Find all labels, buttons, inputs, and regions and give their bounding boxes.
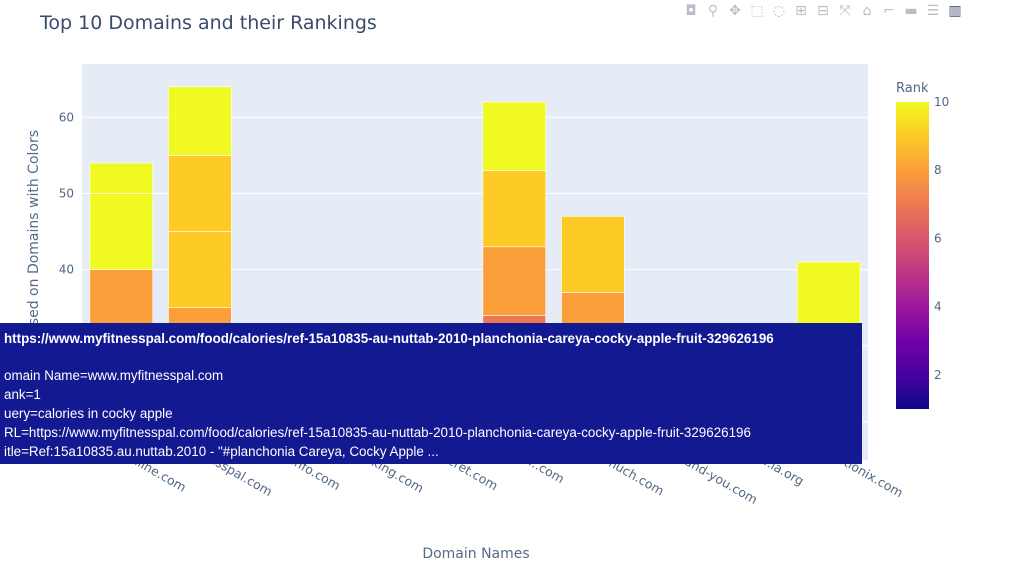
chart-title: Top 10 Domains and their Rankings (40, 12, 377, 34)
hover-tooltip: https://www.myfitnesspal.com/food/calori… (0, 323, 862, 464)
bar-segment[interactable] (89, 193, 154, 270)
bar-segment[interactable] (482, 101, 547, 171)
tooltip-line: ank=1 (4, 387, 41, 402)
colorbar (896, 102, 929, 409)
bar-segment[interactable] (561, 216, 625, 293)
tooltip-line: omain Name=www.myfitnesspal.com (4, 368, 224, 383)
box-select-icon[interactable]: ⬚ (750, 3, 764, 19)
colorbar-tick-label: 8 (934, 163, 942, 177)
spike-lines-icon[interactable]: ⌐ (883, 3, 895, 19)
colorbar-tick-label: 4 (934, 300, 942, 314)
autoscale-icon[interactable]: ⤧ (839, 3, 851, 19)
tooltip-line: itle=Ref:15a10835.au.nuttab.2010 - "#pla… (4, 444, 439, 459)
modebar: ◘ ⚲ ✥ ⬚ ◌ ⊞ ⊟ ⤧ ⌂ ⌐ ▬ ☰ ▥ (682, 2, 964, 20)
colorbar-tick-label: 2 (934, 368, 942, 382)
camera-icon[interactable]: ◘ (685, 3, 697, 19)
bar-segment[interactable] (482, 246, 547, 316)
y-tick-label: 40 (59, 263, 74, 277)
bar-segment[interactable] (482, 170, 547, 248)
zoom-out-icon[interactable]: ⊟ (817, 3, 829, 19)
colorbar-tick-label: 6 (934, 231, 942, 245)
colorbar-tick-label: 10 (934, 95, 949, 109)
bar-segment[interactable] (168, 155, 232, 232)
tooltip-header: https://www.myfitnesspal.com/food/calori… (4, 331, 774, 346)
tooltip-line: uery=calories in cocky apple (4, 406, 173, 421)
bar-segment[interactable] (89, 162, 154, 194)
x-axis-label: Domain Names (422, 546, 529, 562)
y-tick-label: 50 (59, 186, 74, 200)
hover-compare-icon[interactable]: ☰ (926, 3, 940, 19)
bar-segment[interactable] (168, 86, 232, 156)
y-tick-label: 60 (59, 110, 74, 124)
colorbar-title: Rank (896, 81, 929, 96)
hover-closest-icon[interactable]: ▬ (904, 3, 918, 19)
tooltip-line: RL=https://www.myfitnesspal.com/food/cal… (4, 425, 751, 440)
pan-icon[interactable]: ✥ (729, 3, 741, 19)
bar-segment[interactable] (168, 231, 232, 308)
zoom-in-icon[interactable]: ⊞ (795, 3, 807, 19)
plotly-logo-icon[interactable]: ▥ (948, 3, 962, 19)
lasso-icon[interactable]: ◌ (772, 3, 786, 19)
reset-axes-icon[interactable]: ⌂ (862, 3, 872, 19)
zoom-icon[interactable]: ⚲ (707, 3, 719, 19)
